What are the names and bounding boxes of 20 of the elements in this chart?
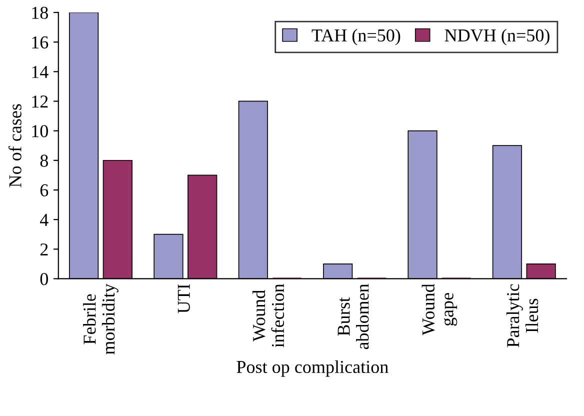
y-tick-label: 16 <box>32 36 48 49</box>
x-tick-label: Wound infection <box>252 284 284 348</box>
y-tick-label: 2 <box>40 243 48 256</box>
y-axis-title: No of cases <box>8 104 22 188</box>
x-tick-label: Wound gape <box>422 284 458 336</box>
y-tick-label: 18 <box>32 6 48 19</box>
y-tick-label: 8 <box>40 154 48 167</box>
x-tick-label: Paralytic Ileus <box>506 284 538 348</box>
y-tick-label: 6 <box>40 184 48 196</box>
y-tick-label: 10 <box>32 125 48 138</box>
x-tick-label: Burst abdomen <box>338 284 369 350</box>
x-tick-label: UTI <box>178 284 190 314</box>
legend-label: NDVH (n=50) <box>444 28 550 46</box>
x-axis-title: Post op complication <box>236 360 388 377</box>
y-tick-label: 12 <box>32 96 48 108</box>
y-tick-label: 4 <box>40 214 48 226</box>
legend-label: TAH (n=50) <box>312 28 400 46</box>
y-tick-label: 14 <box>32 66 48 78</box>
y-tick-label: 0 <box>40 272 48 286</box>
x-tick-label: Febrile morbidity <box>83 284 118 354</box>
